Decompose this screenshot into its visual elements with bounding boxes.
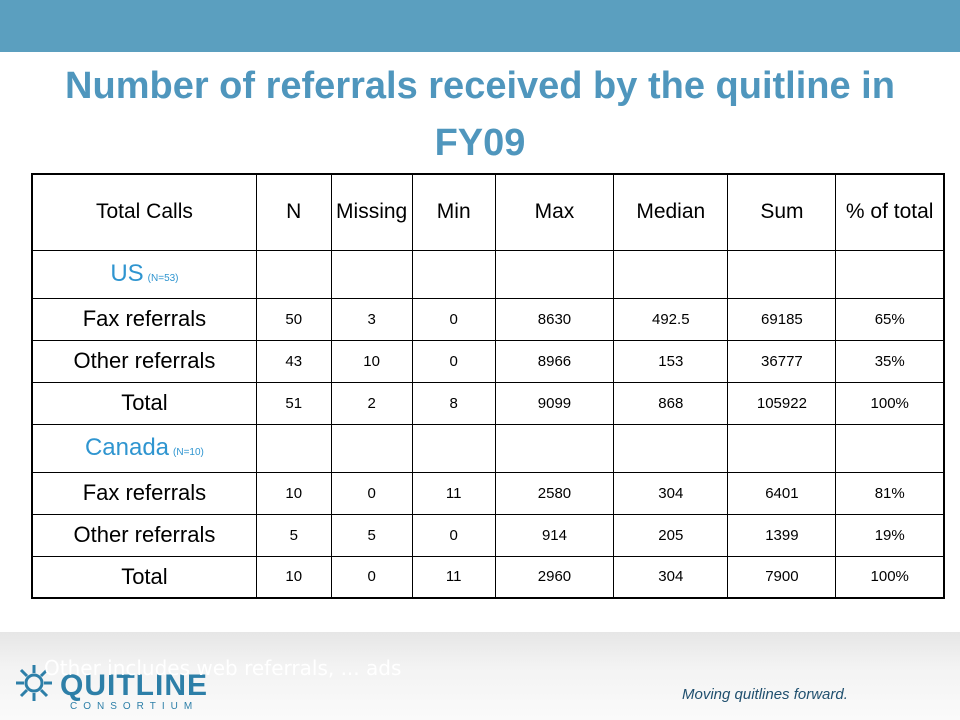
- slide-title: Number of referrals received by the quit…: [65, 65, 895, 164]
- header-min: Min: [411, 173, 496, 251]
- header-sum: Sum: [727, 173, 837, 251]
- cell-pct: 100%: [835, 381, 945, 425]
- empty-cell: [613, 423, 729, 473]
- cell-max: 8630: [494, 297, 615, 341]
- cell-missing: 2: [330, 381, 413, 425]
- header-total-calls: Total Calls: [31, 173, 257, 251]
- table-row: Fax referrals 50 3 0 8630 492.5 69185 65…: [31, 297, 945, 341]
- table-row: Fax referrals 10 0 11 2580 304 6401 81%: [31, 471, 945, 515]
- logo-subtitle: CONSORTIUM: [70, 701, 199, 712]
- cell-max: 914: [494, 513, 615, 557]
- group-label: Canada: [84, 434, 170, 461]
- footnote: Other includes web referrals, ... ads: [44, 656, 402, 680]
- table-header-row: Total Calls N Missing Min Max Median Sum…: [31, 173, 945, 251]
- cell-max: 9099: [494, 381, 615, 425]
- cell-pct: 81%: [835, 471, 945, 515]
- cell-missing: 5: [330, 513, 413, 557]
- cell-n: 5: [255, 513, 332, 557]
- group-row-canada: Canada (N=10): [31, 423, 945, 473]
- row-label: Other referrals: [31, 513, 257, 557]
- empty-cell: [835, 423, 945, 473]
- group-label-cell: Canada (N=10): [31, 423, 257, 473]
- cell-missing: 3: [330, 297, 413, 341]
- group-label: US: [110, 260, 144, 287]
- cell-max: 8966: [494, 339, 615, 383]
- cell-sum: 1399: [727, 513, 837, 557]
- tagline: Moving quitlines forward.: [682, 686, 848, 703]
- cell-median: 304: [613, 471, 729, 515]
- cell-min: 0: [411, 513, 496, 557]
- cell-missing: 0: [330, 471, 413, 515]
- empty-cell: [255, 423, 332, 473]
- cell-min: 0: [411, 297, 496, 341]
- referrals-table: Total Calls N Missing Min Max Median Sum…: [31, 173, 945, 599]
- table-row: Total 51 2 8 9099 868 105922 100%: [31, 381, 945, 425]
- cell-n: 10: [255, 471, 332, 515]
- cell-max: 2580: [494, 471, 615, 515]
- empty-cell: [330, 249, 413, 299]
- cell-sum: 6401: [727, 471, 837, 515]
- footer-band: [0, 632, 960, 720]
- cell-pct: 19%: [835, 513, 945, 557]
- group-label-cell: US (N=53): [31, 249, 257, 299]
- group-n: (N=53): [147, 273, 179, 284]
- cell-pct: 35%: [835, 339, 945, 383]
- cell-missing: 0: [330, 555, 413, 599]
- empty-cell: [727, 249, 837, 299]
- cell-median: 205: [613, 513, 729, 557]
- cell-min: 11: [411, 471, 496, 515]
- table-row: Total 10 0 11 2960 304 7900 100%: [31, 555, 945, 599]
- empty-cell: [613, 249, 729, 299]
- cell-median: 304: [613, 555, 729, 599]
- top-banner: [0, 0, 960, 52]
- cell-pct: 100%: [835, 555, 945, 599]
- cell-min: 8: [411, 381, 496, 425]
- empty-cell: [330, 423, 413, 473]
- cell-missing: 10: [330, 339, 413, 383]
- row-label: Total: [31, 555, 257, 599]
- header-n: N: [255, 173, 332, 251]
- header-pct-total: % of total: [835, 173, 945, 251]
- table-row: Other referrals 5 5 0 914 205 1399 19%: [31, 513, 945, 557]
- row-label: Fax referrals: [31, 471, 257, 515]
- group-row-us: US (N=53): [31, 249, 945, 299]
- cell-min: 11: [411, 555, 496, 599]
- quitline-consortium-logo: QUITLINE CONSORTIUM: [12, 651, 212, 715]
- empty-cell: [494, 423, 615, 473]
- header-median: Median: [613, 173, 729, 251]
- cell-n: 50: [255, 297, 332, 341]
- empty-cell: [494, 249, 615, 299]
- cell-sum: 36777: [727, 339, 837, 383]
- cell-min: 0: [411, 339, 496, 383]
- logo-mark-icon: [16, 665, 52, 701]
- empty-cell: [835, 249, 945, 299]
- cell-max: 2960: [494, 555, 615, 599]
- logo-wordmark: QUITLINE: [60, 669, 208, 702]
- cell-median: 492.5: [613, 297, 729, 341]
- cell-sum: 105922: [727, 381, 837, 425]
- cell-pct: 65%: [835, 297, 945, 341]
- row-label: Fax referrals: [31, 297, 257, 341]
- cell-median: 868: [613, 381, 729, 425]
- table-row: Other referrals 43 10 0 8966 153 36777 3…: [31, 339, 945, 383]
- cell-n: 43: [255, 339, 332, 383]
- empty-cell: [411, 249, 496, 299]
- empty-cell: [255, 249, 332, 299]
- row-label: Total: [31, 381, 257, 425]
- group-n: (N=10): [173, 447, 204, 458]
- empty-cell: [411, 423, 496, 473]
- header-max: Max: [494, 173, 615, 251]
- cell-sum: 7900: [727, 555, 837, 599]
- cell-n: 10: [255, 555, 332, 599]
- cell-median: 153: [613, 339, 729, 383]
- row-label: Other referrals: [31, 339, 257, 383]
- empty-cell: [727, 423, 837, 473]
- header-missing: Missing: [330, 173, 413, 251]
- cell-sum: 69185: [727, 297, 837, 341]
- cell-n: 51: [255, 381, 332, 425]
